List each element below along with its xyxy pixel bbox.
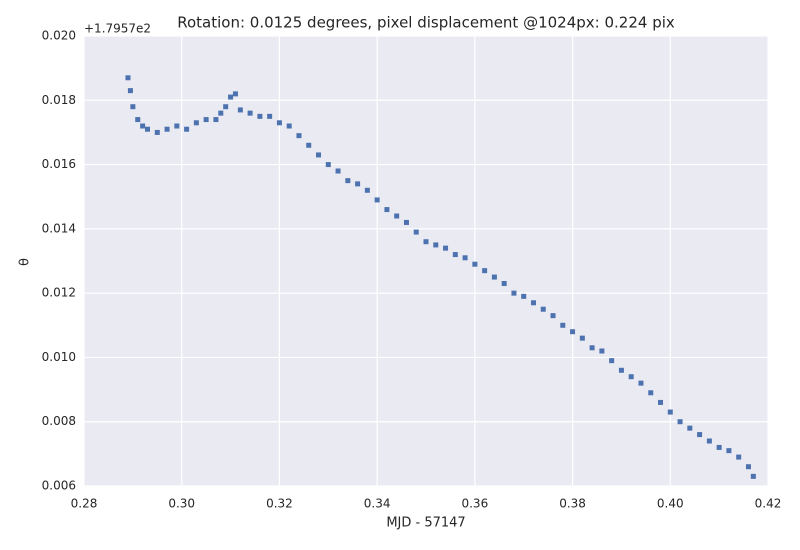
x-tick-label: 0.34 [364, 497, 391, 511]
data-point [364, 187, 370, 193]
data-point [677, 419, 683, 425]
data-point [286, 123, 292, 129]
data-point [184, 126, 190, 132]
data-point [125, 75, 131, 81]
data-point [374, 197, 380, 203]
data-point [687, 425, 693, 431]
data-point [750, 473, 756, 479]
data-point [511, 290, 517, 296]
data-point [193, 120, 199, 126]
data-point [213, 117, 219, 123]
data-point [228, 94, 234, 100]
data-point [355, 181, 361, 187]
data-point [736, 454, 742, 460]
data-point [452, 252, 458, 258]
y-tick-label: 0.016 [42, 157, 76, 171]
y-tick-label: 0.020 [42, 29, 76, 43]
data-point [667, 409, 673, 415]
data-point [403, 219, 409, 225]
y-tick-label: 0.012 [42, 286, 76, 300]
data-point [443, 245, 449, 251]
data-point [218, 110, 224, 116]
chart-title: Rotation: 0.0125 degrees, pixel displace… [177, 14, 675, 32]
data-point [232, 91, 238, 97]
data-point [697, 432, 703, 438]
data-point [628, 374, 634, 380]
y-tick-label: 0.010 [42, 350, 76, 364]
data-point [174, 123, 180, 129]
y-tick-label: 0.006 [42, 479, 76, 493]
data-point [491, 274, 497, 280]
data-point [135, 117, 141, 123]
data-point [501, 281, 507, 286]
data-point [203, 117, 209, 123]
data-point [745, 464, 751, 470]
data-point [609, 358, 615, 364]
data-point [521, 293, 527, 299]
data-point [472, 261, 478, 267]
data-point [638, 380, 644, 386]
data-point [154, 129, 160, 135]
y-offset-label: +1.7957e2 [84, 22, 151, 36]
data-point [130, 104, 136, 110]
x-tick-label: 0.40 [657, 497, 684, 511]
data-point [384, 207, 390, 213]
data-point [413, 229, 419, 235]
data-point [164, 126, 170, 132]
data-point [716, 444, 722, 450]
data-point [550, 313, 556, 319]
y-axis-label: θ [18, 258, 33, 266]
data-point [462, 255, 468, 261]
data-point [145, 126, 151, 132]
data-point [433, 242, 439, 248]
data-point [267, 113, 273, 119]
plot-area [84, 36, 768, 486]
x-axis-label: MJD - 57147 [386, 516, 465, 531]
data-point [618, 367, 624, 373]
data-point [530, 300, 536, 306]
data-point [706, 438, 712, 444]
y-tick-label: 0.018 [42, 93, 76, 107]
data-point [423, 239, 429, 245]
data-point [726, 448, 732, 454]
data-point [560, 322, 566, 328]
data-point [140, 123, 146, 129]
data-point [127, 88, 133, 94]
data-point [276, 120, 282, 126]
x-tick-label: 0.36 [461, 497, 488, 511]
data-point [599, 348, 605, 354]
data-point [579, 335, 585, 341]
data-point [570, 329, 576, 335]
x-tick-label: 0.28 [71, 497, 98, 511]
data-point [482, 268, 488, 274]
data-point [237, 107, 243, 113]
y-tick-label: 0.008 [42, 414, 76, 428]
data-point [394, 213, 400, 219]
x-tick-label: 0.32 [266, 497, 293, 511]
data-point [345, 178, 351, 184]
data-point [658, 399, 664, 405]
data-point [306, 142, 312, 148]
data-point [296, 133, 302, 139]
data-point [335, 168, 341, 174]
data-point [247, 110, 253, 116]
y-tick-label: 0.014 [42, 221, 76, 235]
x-tick-label: 0.38 [559, 497, 586, 511]
data-point [325, 162, 331, 168]
data-point [648, 390, 654, 396]
data-point [223, 104, 229, 110]
x-tick-label: 0.30 [168, 497, 195, 511]
data-point [540, 306, 546, 312]
data-point [316, 152, 322, 158]
data-point [589, 345, 595, 351]
x-tick-label: 0.42 [755, 497, 782, 511]
data-point [257, 113, 263, 119]
